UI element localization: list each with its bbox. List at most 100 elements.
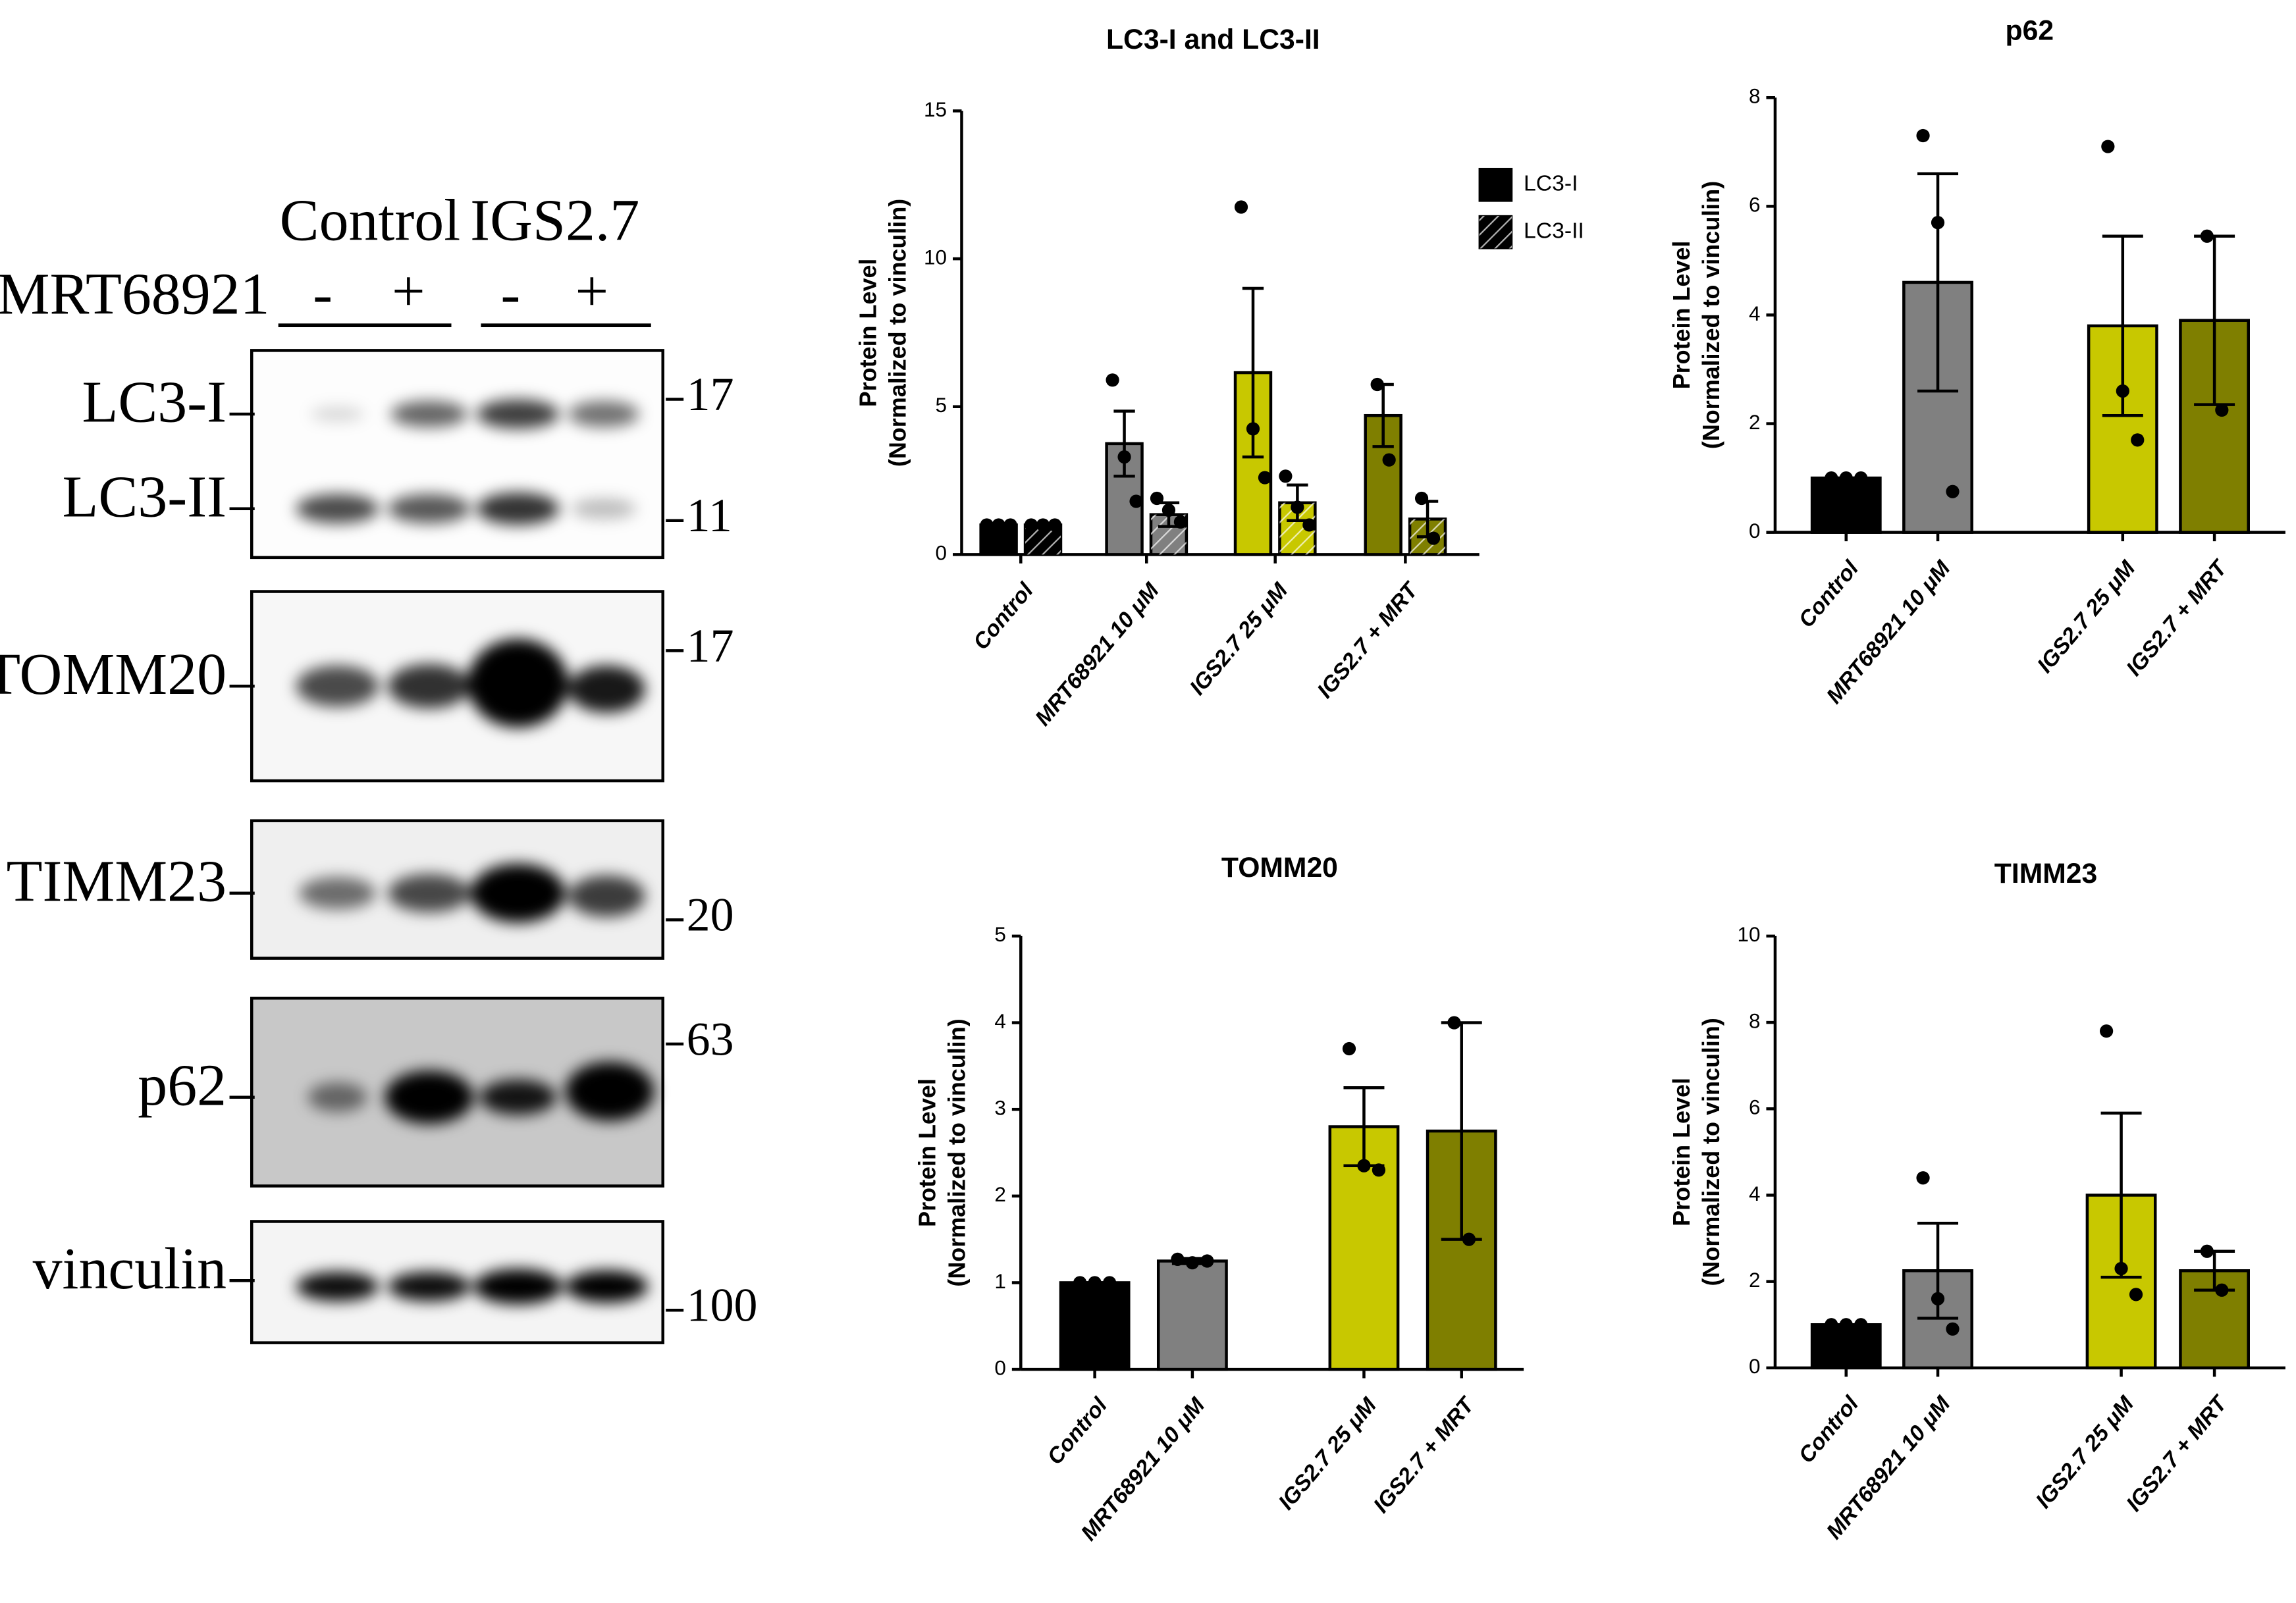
band: [296, 494, 379, 524]
band: [385, 1070, 474, 1124]
band: [387, 664, 471, 708]
data-point: [1839, 1318, 1853, 1332]
data-point: [2129, 1288, 2143, 1301]
x-tick-label: IGS2.7 + MRT: [2122, 555, 2233, 681]
marker-label: 17: [687, 368, 734, 421]
data-point: [1825, 471, 1838, 485]
x-tick-label: Control: [1794, 1392, 1864, 1468]
data-point: [2200, 229, 2214, 243]
data-point: [2215, 1283, 2229, 1297]
data-point: [2200, 1244, 2214, 1258]
marker-label: 100: [687, 1279, 758, 1332]
data-point: [1302, 518, 1316, 532]
bar: [1059, 1281, 1131, 1371]
data-point: [1200, 1254, 1214, 1268]
y-tick-label: 5: [994, 923, 1005, 946]
y-tick-label: 10: [1738, 923, 1761, 946]
legend-hatch: [1479, 215, 1512, 249]
band: [571, 498, 637, 519]
bar: [1156, 1259, 1228, 1371]
bar: [1810, 476, 1882, 534]
x-tick-label: IGS2.7 25 μM: [2033, 556, 2141, 677]
chart-title: LC3-I and LC3-II: [1106, 24, 1320, 55]
y-axis-label: Protein Level: [1668, 1078, 1695, 1226]
data-point: [1106, 373, 1119, 387]
treatment-label: MRT68921: [0, 262, 269, 327]
protein-label: LC3-I: [82, 370, 227, 435]
x-tick-label: MRT68921 10 μM: [1030, 578, 1164, 731]
data-point: [2114, 1261, 2128, 1276]
data-point: [1854, 1318, 1868, 1332]
data-point: [2116, 384, 2129, 398]
chart-title: TOMM20: [1221, 852, 1338, 883]
y-axis-label: Protein Level: [1668, 241, 1695, 390]
marker-label: 17: [687, 619, 734, 672]
x-tick-label: IGS2.7 25 μM: [1274, 1393, 1382, 1515]
band: [299, 877, 376, 910]
band: [387, 494, 471, 524]
data-point: [1370, 377, 1384, 392]
band: [387, 1271, 471, 1301]
data-point: [1357, 1159, 1371, 1172]
data-point: [1258, 471, 1272, 485]
data-point: [1426, 531, 1441, 545]
y-tick-label: 1: [994, 1270, 1005, 1293]
y-tick-label: 8: [1749, 85, 1760, 108]
band: [467, 639, 568, 728]
x-tick-label: IGS2.7 + MRT: [2122, 1390, 2233, 1516]
x-tick-label: IGS2.7 25 μM: [1185, 578, 1293, 700]
sign: +: [392, 259, 425, 324]
data-point: [1073, 1276, 1087, 1290]
data-point: [1246, 422, 1260, 436]
data-point: [2215, 403, 2229, 417]
group-label: Control: [280, 188, 461, 253]
y-tick-label: 8: [1749, 1009, 1760, 1032]
data-point: [1003, 518, 1017, 532]
chart: p62 Protein Level (Normalized to vinculin)…: [1668, 15, 2285, 708]
data-point: [980, 518, 994, 532]
data-point: [1048, 518, 1062, 532]
data-point: [1279, 469, 1293, 483]
data-point: [1342, 1041, 1356, 1056]
band: [568, 400, 639, 428]
protein-label: LC3-II: [63, 464, 227, 529]
data-point: [1185, 1256, 1199, 1270]
y-tick-label: 2: [1749, 411, 1760, 434]
x-tick-label: Control: [1794, 556, 1864, 633]
band: [311, 406, 364, 422]
band: [565, 1061, 654, 1121]
marker-label: 63: [687, 1012, 734, 1065]
chart: TIMM23 Protein Level (Normalized to vincul…: [1668, 858, 2285, 1544]
data-point: [1916, 1171, 1930, 1185]
y-tick-label: 0: [1749, 1355, 1760, 1378]
data-point: [1088, 1276, 1102, 1290]
error-bar: [1917, 172, 1959, 393]
y-tick-label: 0: [1749, 519, 1760, 542]
bar: [1810, 1323, 1882, 1370]
data-point: [1946, 1322, 1960, 1336]
data-point: [1372, 1163, 1386, 1177]
chart: LC3-I and LC3-II Protein Level (Normalized…: [855, 24, 1584, 731]
x-tick-label: Control: [969, 578, 1038, 654]
y-tick-label: 6: [1749, 194, 1760, 217]
data-point: [1382, 453, 1396, 467]
y-tick-label: 3: [994, 1096, 1005, 1119]
band: [473, 1269, 562, 1305]
y-axis-label: (Normalized to vinculin): [1697, 181, 1724, 449]
legend-swatch: [1478, 167, 1513, 202]
band: [390, 400, 468, 428]
protein-label: p62: [138, 1053, 227, 1118]
marker-label: 20: [687, 889, 734, 941]
sign: -: [313, 262, 333, 327]
y-tick-label: 2: [1749, 1269, 1760, 1292]
data-point: [1150, 491, 1164, 506]
x-tick-label: IGS2.7 + MRT: [1369, 1392, 1480, 1518]
band: [296, 665, 379, 707]
data-point: [1414, 491, 1429, 506]
y-tick-label: 5: [936, 394, 947, 417]
blot-bands: [296, 399, 654, 1305]
legend-label: LC3-II: [1524, 219, 1584, 244]
chart-title: TIMM23: [1994, 858, 2097, 889]
x-tick-label: IGS2.7 25 μM: [2031, 1392, 2139, 1513]
y-tick-label: 15: [924, 98, 947, 121]
